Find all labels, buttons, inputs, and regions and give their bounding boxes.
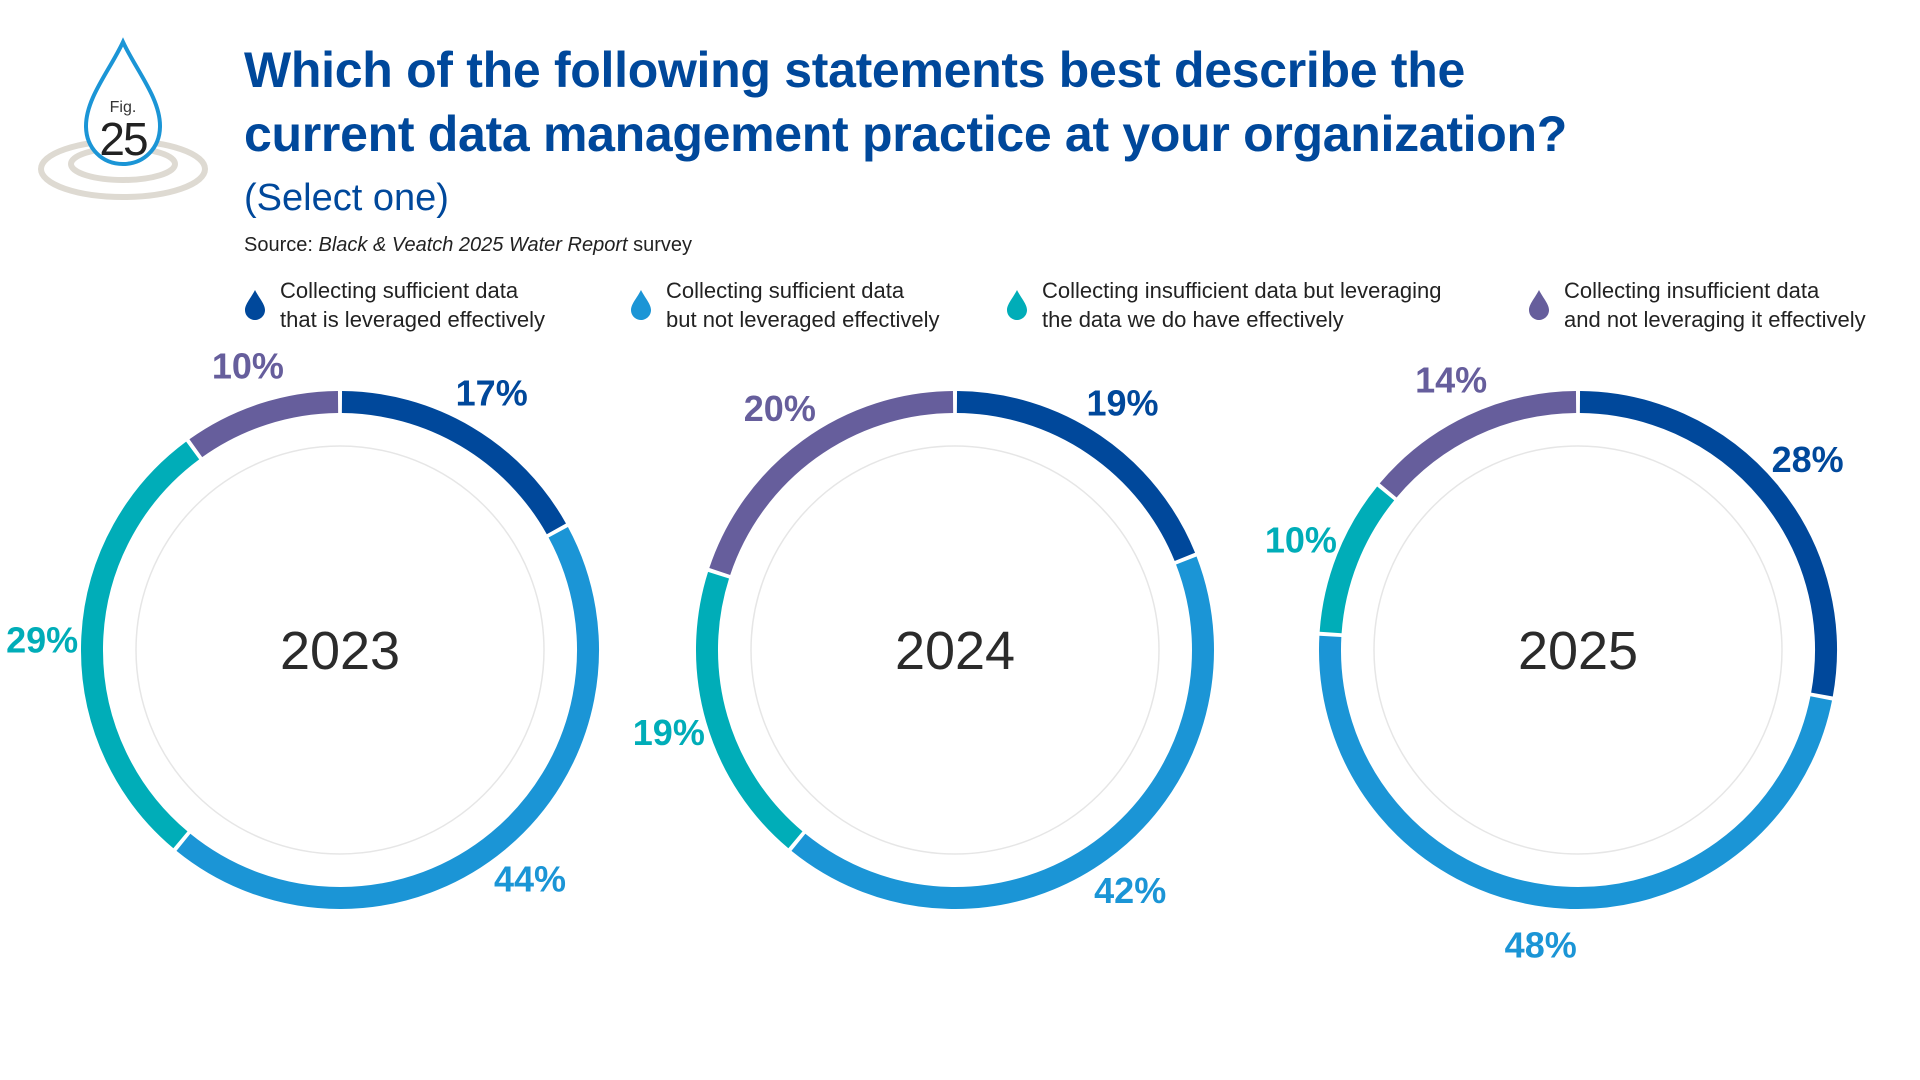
inner-guide-ring xyxy=(1373,445,1783,855)
water-drop-icon xyxy=(83,37,163,167)
legend-label: Collecting sufficient data that is lever… xyxy=(280,278,545,332)
inner-guide-ring xyxy=(135,445,545,855)
donut-segment xyxy=(956,391,1196,562)
legend-drop-shape xyxy=(631,290,651,320)
donut-segment xyxy=(791,556,1214,909)
donut-segment xyxy=(1379,391,1577,498)
donut-segment xyxy=(1318,635,1833,909)
percentage-label: 28% xyxy=(1772,439,1844,480)
legend-drop-shape xyxy=(245,290,265,320)
donut-segment xyxy=(176,527,599,909)
donut-segment xyxy=(1319,486,1395,634)
donut-chart: 19% 42% 19% 20% 2024 xyxy=(633,383,1214,911)
legend-drop-shape xyxy=(1007,290,1027,320)
figure-prefix: Fig. xyxy=(110,99,137,116)
percentage-label: 20% xyxy=(744,388,816,429)
chart-subtitle: (Select one) xyxy=(244,177,449,219)
legend-label: Collecting sufficient data but not lever… xyxy=(666,278,940,332)
percentage-label: 17% xyxy=(456,373,528,414)
legend-label: Collecting insufficient data and not lev… xyxy=(1564,278,1866,332)
percentage-label: 10% xyxy=(212,346,284,387)
year-label: 2023 xyxy=(280,621,400,681)
percentage-label: 10% xyxy=(1265,519,1337,560)
water-drop-icon xyxy=(1529,290,1549,320)
year-label: 2025 xyxy=(1518,621,1638,681)
donut-segment xyxy=(709,391,954,575)
donut-segment xyxy=(81,441,200,849)
legend-item: Collecting sufficient data but not lever… xyxy=(630,276,940,334)
donut-segment xyxy=(341,391,566,535)
donut-chart: 17% 44% 29% 10% 2023 xyxy=(6,346,599,909)
inner-guide-ring xyxy=(750,445,1160,855)
legend-item: Collecting insufficient data and not lev… xyxy=(1528,276,1866,334)
donut-segment xyxy=(189,391,339,458)
header: Which of the following statements best d… xyxy=(244,38,1884,222)
percentage-label: 44% xyxy=(494,859,566,900)
source-suffix: survey xyxy=(627,234,693,256)
chart-title: Which of the following statements best d… xyxy=(244,42,1567,162)
year-label: 2024 xyxy=(895,621,1015,681)
legend: Collecting sufficient data that is lever… xyxy=(244,276,1904,340)
percentage-label: 29% xyxy=(6,620,78,661)
legend-drop-shape xyxy=(1529,290,1549,320)
donut-charts: 17% 44% 29% 10% 2023 19% 42% 19% 20% 2024 28% 48% 10… xyxy=(6,346,1844,966)
donut-segment xyxy=(1579,391,1837,697)
percentage-label: 19% xyxy=(633,712,705,753)
percentage-label: 42% xyxy=(1094,870,1166,911)
percentage-label: 19% xyxy=(1086,383,1158,424)
donut-chart: 28% 48% 10% 14% 2025 xyxy=(1265,359,1844,965)
legend-label: Collecting insufficient data but leverag… xyxy=(1042,278,1442,332)
donut-segment xyxy=(696,571,803,849)
figure-badge: Fig. 25 xyxy=(38,37,208,200)
source-note: Source: Black & Veatch 2025 Water Report… xyxy=(244,234,692,257)
water-drop-icon xyxy=(631,290,651,320)
percentage-label: 14% xyxy=(1415,359,1487,400)
legend-item: Collecting sufficient data that is lever… xyxy=(244,276,545,334)
legend-item: Collecting insufficient data but leverag… xyxy=(1006,276,1442,334)
water-drop-icon xyxy=(1007,290,1027,320)
water-drop-icon xyxy=(245,290,265,320)
source-prefix: Source: xyxy=(244,234,319,256)
figure-number: 25 xyxy=(99,113,147,165)
source-title: Black & Veatch 2025 Water Report xyxy=(318,234,628,256)
percentage-label: 48% xyxy=(1505,925,1577,966)
